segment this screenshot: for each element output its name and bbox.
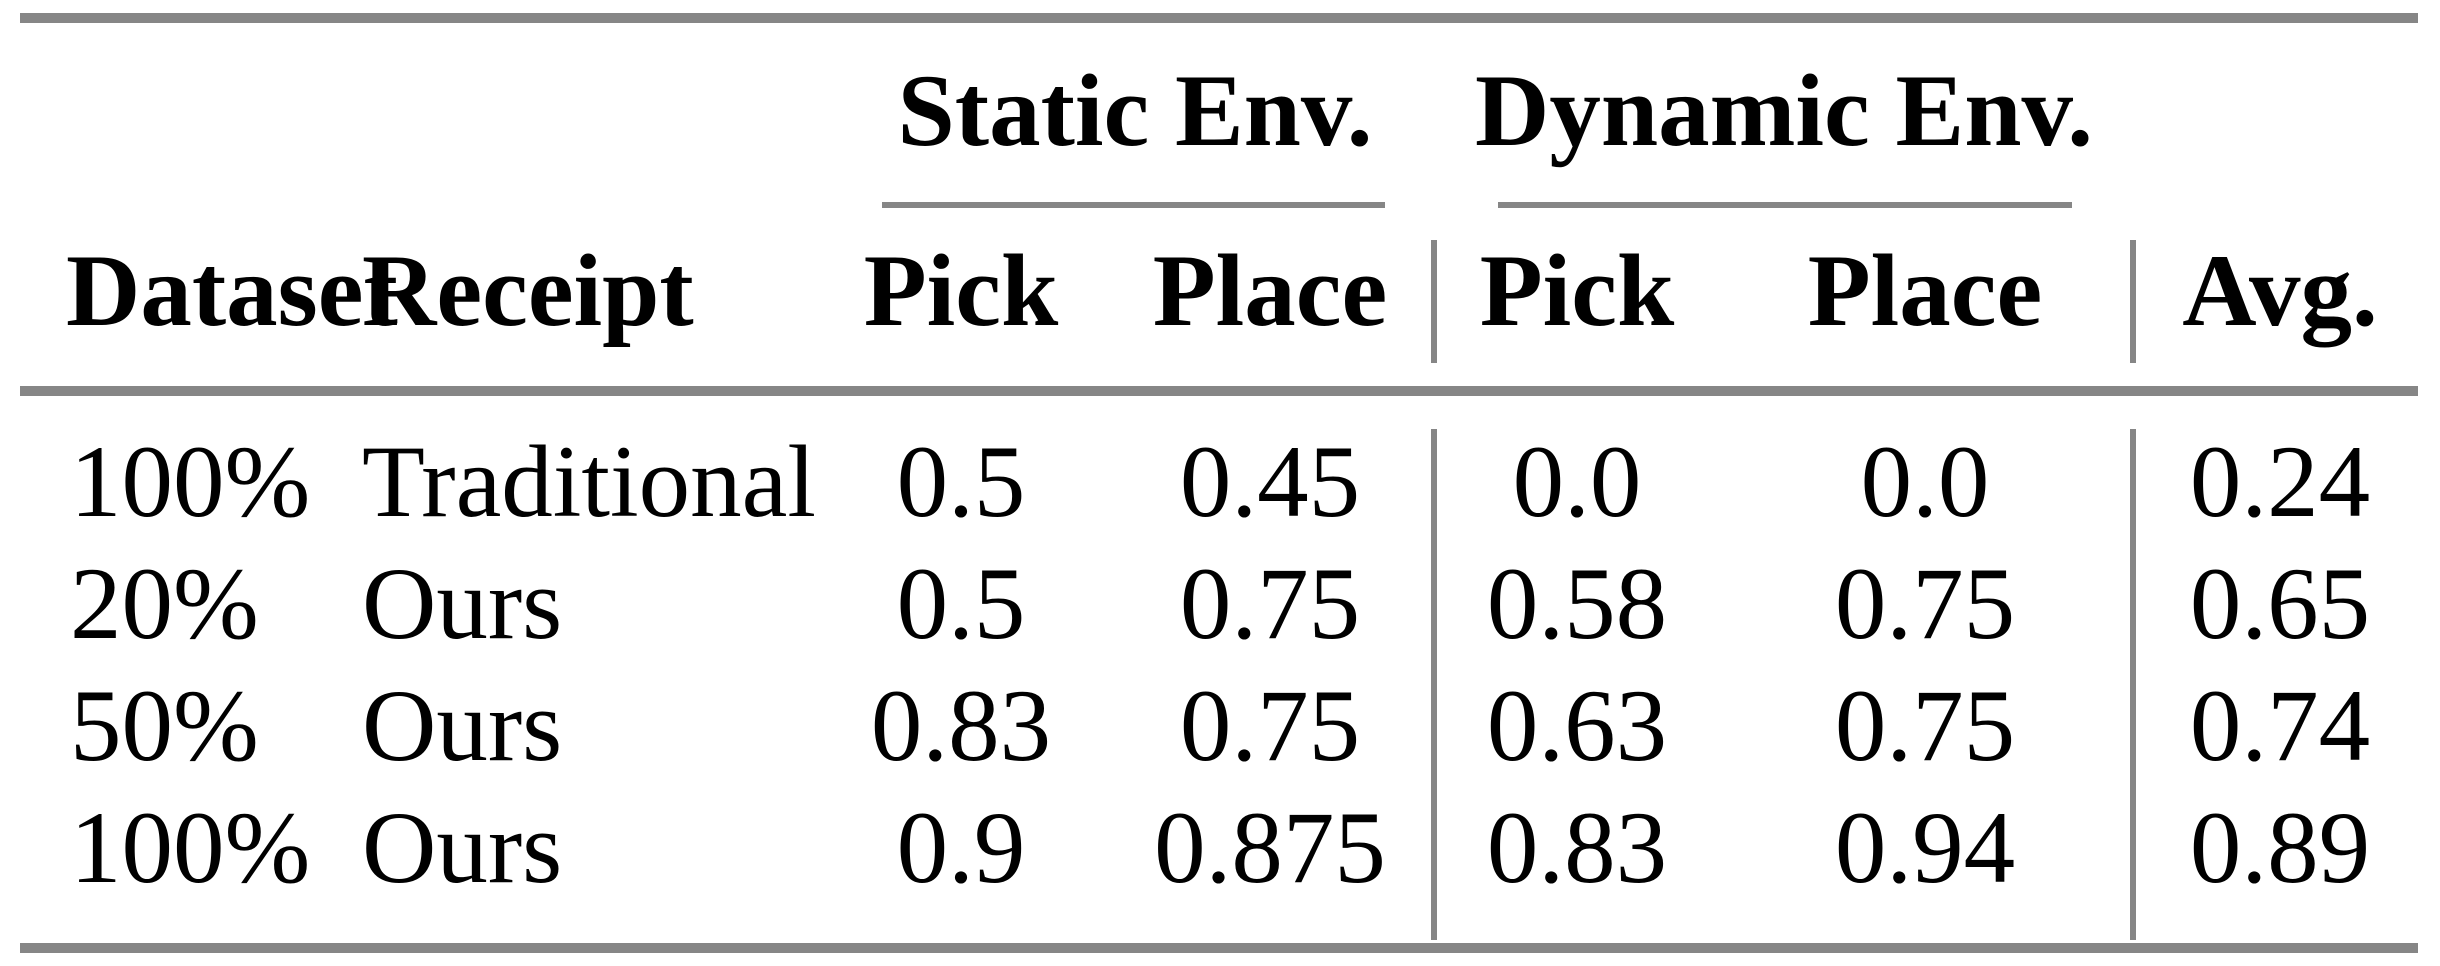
group-header-static-env: Static Env.: [897, 54, 1373, 168]
group-header-dynamic-env: Dynamic Env.: [1474, 54, 2094, 168]
cell-dynamic-place: 0.0: [1860, 425, 1990, 539]
cell-receipt: Ours: [362, 669, 563, 783]
vertical-rule-1-body: [1431, 429, 1437, 940]
column-header-avg: Avg.: [2182, 234, 2378, 348]
cell-static-pick: 0.5: [896, 547, 1026, 661]
cell-receipt: Ours: [362, 791, 563, 905]
cell-static-place: 0.75: [1179, 547, 1361, 661]
table-row: 20% Ours 0.5 0.75 0.58 0.75 0.65: [0, 543, 2440, 666]
header-midrule: [20, 386, 2418, 396]
cmidrule-static-env: [882, 202, 1385, 208]
cell-dynamic-place: 0.94: [1834, 791, 2016, 905]
cell-receipt: Traditional: [362, 425, 816, 539]
column-header-dynamic-pick: Pick: [1479, 234, 1675, 348]
cell-receipt: Ours: [362, 547, 563, 661]
cell-static-pick: 0.83: [870, 669, 1052, 783]
vertical-rule-2-body: [2130, 429, 2136, 940]
cell-dynamic-place: 0.75: [1834, 547, 2016, 661]
cell-static-place: 0.45: [1179, 425, 1361, 539]
cell-dynamic-pick: 0.83: [1486, 791, 1668, 905]
top-rule: [20, 13, 2418, 23]
cell-dataset: 100%: [70, 425, 311, 539]
cell-dynamic-pick: 0.58: [1486, 547, 1668, 661]
cell-avg: 0.65: [2189, 547, 2371, 661]
table-row: 100% Traditional 0.5 0.45 0.0 0.0 0.24: [0, 421, 2440, 544]
cell-dynamic-pick: 0.0: [1512, 425, 1642, 539]
table-row: 50% Ours 0.83 0.75 0.63 0.75 0.74: [0, 665, 2440, 788]
column-header-dynamic-place: Place: [1807, 234, 2043, 348]
cell-avg: 0.74: [2189, 669, 2371, 783]
cell-static-place: 0.75: [1179, 669, 1361, 783]
table-row: 100% Ours 0.9 0.875 0.83 0.94 0.89: [0, 787, 2440, 910]
vertical-rule-1-header: [1431, 240, 1437, 363]
column-header-static-pick: Pick: [863, 234, 1059, 348]
group-header-row: Static Env. Dynamic Env.: [0, 50, 2440, 173]
cmidrule-dynamic-env: [1498, 202, 2072, 208]
cell-static-place: 0.875: [1154, 791, 1386, 905]
cell-static-pick: 0.5: [896, 425, 1026, 539]
column-header-dataset: Dataset: [66, 234, 398, 348]
cell-dataset: 100%: [70, 791, 311, 905]
cell-dynamic-place: 0.75: [1834, 669, 2016, 783]
cell-dataset: 50%: [70, 669, 259, 783]
column-header-receipt: Receipt: [362, 234, 694, 348]
cell-avg: 0.89: [2189, 791, 2371, 905]
cell-dynamic-pick: 0.63: [1486, 669, 1668, 783]
cell-dataset: 20%: [70, 547, 259, 661]
vertical-rule-2-header: [2130, 240, 2136, 363]
bottom-rule: [20, 943, 2418, 953]
column-header-row: Dataset Receipt Pick Place Pick Place Av…: [0, 230, 2440, 353]
cell-avg: 0.24: [2189, 425, 2371, 539]
column-header-static-place: Place: [1152, 234, 1388, 348]
cell-static-pick: 0.9: [896, 791, 1026, 905]
